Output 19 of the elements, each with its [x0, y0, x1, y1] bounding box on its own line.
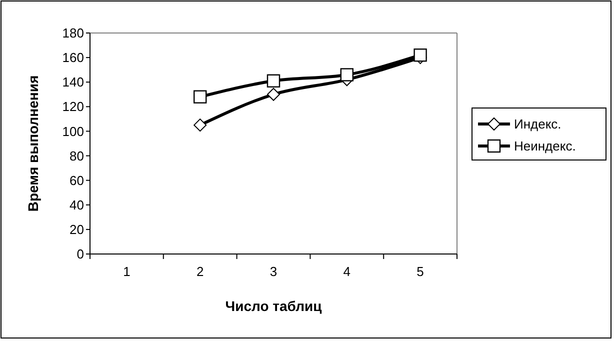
y-tick-label: 160 [62, 50, 84, 66]
y-tick-label: 60 [70, 172, 84, 188]
y-tick-label: 80 [70, 148, 84, 164]
x-tick-label: 3 [270, 264, 278, 279]
x-tick-label: 1 [123, 264, 130, 279]
x-axis-title: Число таблиц [225, 298, 322, 314]
y-tick-label: 140 [62, 74, 84, 90]
y-tick-label: 20 [70, 222, 84, 237]
y-tick-label: 0 [76, 246, 84, 262]
y-tick-label: 120 [62, 99, 84, 114]
y-tick-label: 40 [70, 197, 84, 212]
x-tick-label: 5 [416, 264, 424, 279]
y-axis-title: Время выполнения [25, 75, 41, 212]
x-tick-label: 2 [196, 264, 204, 279]
y-tick-label: 100 [62, 124, 84, 139]
x-tick-label: 4 [343, 264, 351, 279]
y-tick-label: 180 [62, 26, 84, 41]
legend-label: Индекс. [514, 116, 562, 132]
legend-label: Неиндекс. [514, 138, 576, 154]
